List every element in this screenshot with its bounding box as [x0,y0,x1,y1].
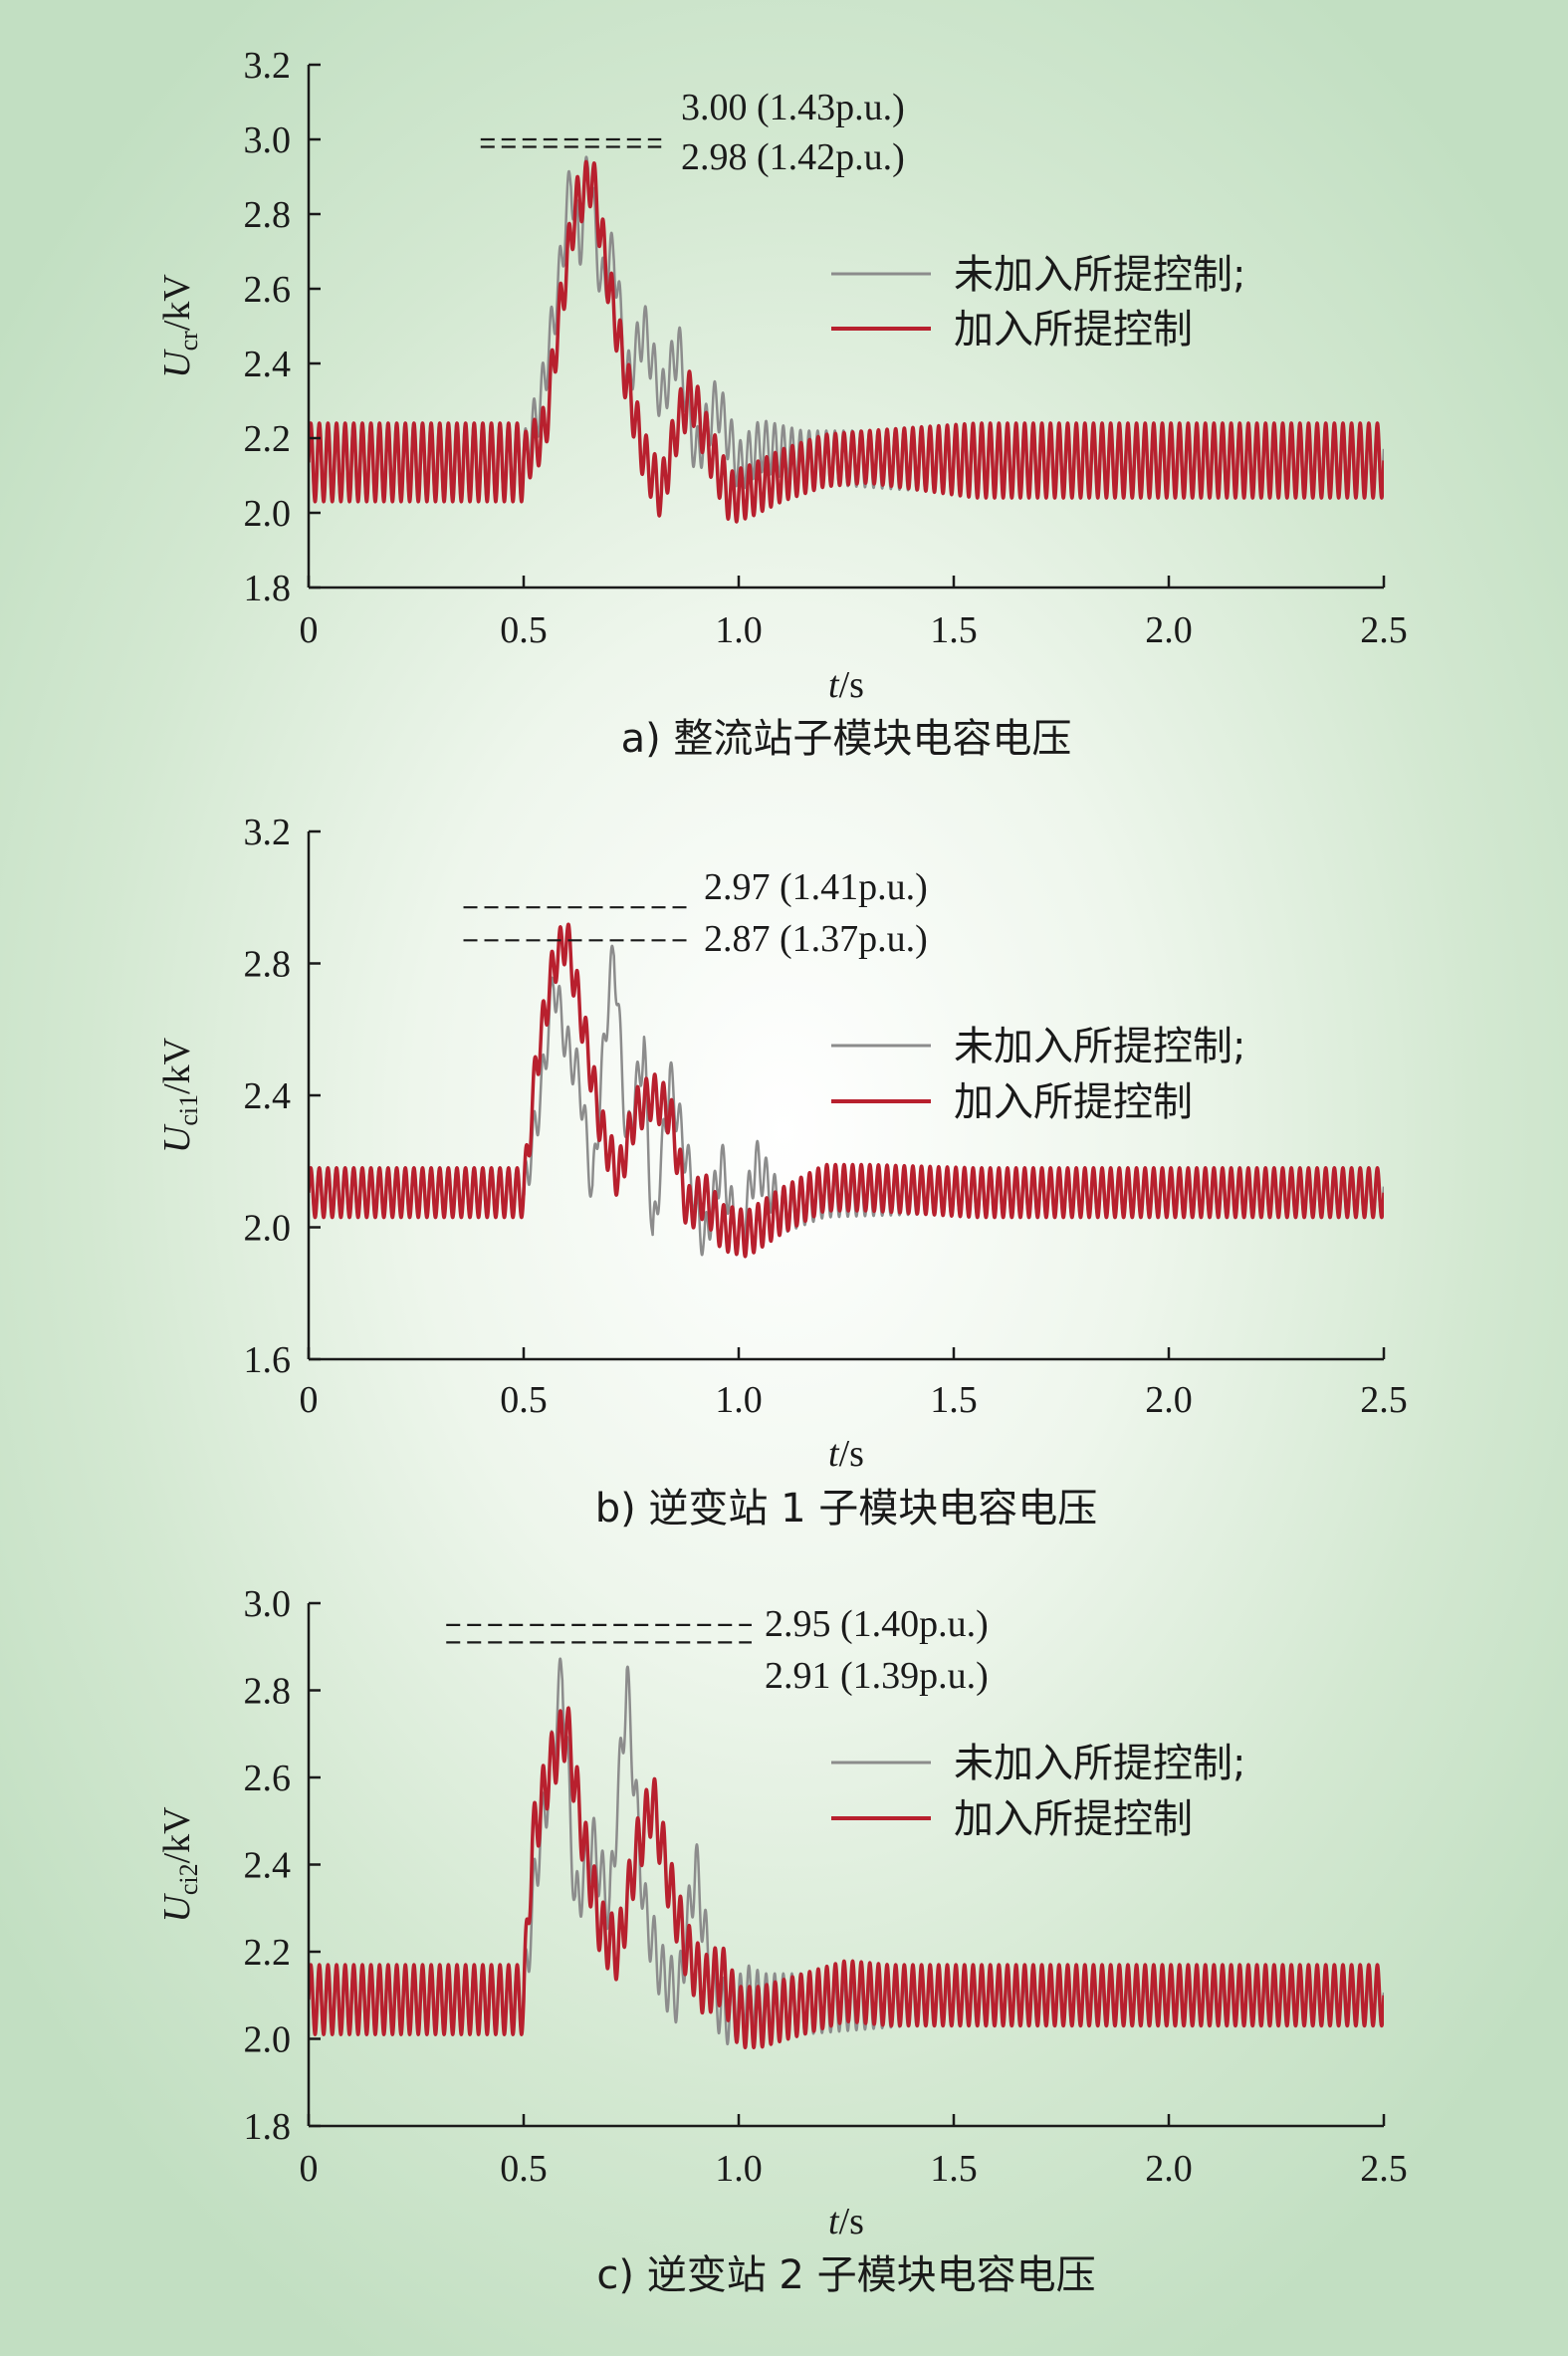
x-tick-label: 1.0 [715,1379,763,1421]
x-axis-label: t/s [828,664,864,706]
x-tick-label: 2.0 [1145,2148,1193,2190]
legend-label: 加入所提控制 [954,1796,1193,1842]
y-tick-label: 3.0 [244,119,292,161]
y-tick-label: 2.2 [244,418,292,460]
legend-label: 加入所提控制 [954,1079,1193,1125]
x-tick-label: 0 [300,2148,319,2190]
x-tick-label: 1.5 [930,609,978,651]
x-tick-label: 1.5 [930,1379,978,1421]
y-tick-label: 2.4 [244,344,292,385]
y-axis-label: Uci2/kV [156,1806,203,1923]
y-tick-label: 1.8 [244,2106,292,2148]
annotation-label: 2.97 (1.41p.u.) [704,866,928,908]
y-tick-label: 2.2 [244,1932,292,1974]
chart-panel-c: 1.8 2.0 2.2 2.4 2.6 2.8 3.0 0 0.5 1.0 1.5 2.0 2.5 Uci… [156,1583,1408,2298]
y-tick-label: 2.8 [244,944,292,986]
legend-label: 加入所提控制 [954,307,1193,353]
y-tick-label: 2.0 [244,1208,292,1250]
annotation-label: 2.95 (1.40p.u.) [765,1603,989,1645]
chart-panel-b: 1.6 2.0 2.4 2.8 3.2 0 0.5 1.0 1.5 2.0 2.5 Uci1/kV t/… [156,812,1408,1531]
x-axis-label: t/s [828,2201,864,2242]
panel-caption: b) 逆变站 1 子模块电容电压 [595,1486,1098,1531]
x-tick-label: 2.5 [1360,2148,1408,2190]
y-tick-label: 2.4 [244,1845,292,1887]
annotation-label: 3.00 (1.43p.u.) [681,87,905,128]
y-tick-label: 2.6 [244,269,292,311]
y-tick-label: 3.2 [244,45,292,87]
annotation-label: 2.91 (1.39p.u.) [765,1655,989,1697]
annotation-label: 2.98 (1.42p.u.) [681,136,905,178]
x-tick-label: 0.5 [500,1379,548,1421]
y-tick-label: 2.8 [244,194,292,236]
legend-label: 未加入所提控制; [954,1741,1245,1786]
x-tick-label: 2.5 [1360,609,1408,651]
y-tick-label: 1.6 [244,1339,292,1381]
x-tick-label: 2.0 [1145,1379,1193,1421]
x-axis-label: t/s [828,1433,864,1475]
legend-label: 未加入所提控制; [954,252,1245,298]
y-axis-label: Ucr/kV [156,274,203,378]
y-tick-label: 2.8 [244,1671,292,1713]
x-tick-label: 0.5 [500,2148,548,2190]
x-tick-label: 1.0 [715,2148,763,2190]
y-tick-label: 1.8 [244,568,292,609]
x-tick-label: 0 [300,609,319,651]
legend-label: 未加入所提控制; [954,1024,1245,1069]
x-tick-label: 0 [300,1379,319,1421]
chart-panel-a: 1.8 2.0 2.2 2.4 2.6 2.8 3.0 3.2 0 0.5 1.0 1.5 2.0 2.5… [156,45,1408,762]
x-tick-label: 0.5 [500,609,548,651]
x-tick-label: 2.5 [1360,1379,1408,1421]
y-tick-label: 3.2 [244,812,292,853]
y-tick-label: 2.6 [244,1758,292,1799]
panel-caption: a) 整流站子模块电容电压 [621,716,1072,762]
y-axis-label: Uci1/kV [156,1037,203,1153]
annotation-label: 2.87 (1.37p.u.) [704,918,928,960]
series-line-with-control [309,1706,1384,2049]
y-tick-label: 2.4 [244,1075,292,1117]
x-tick-label: 2.0 [1145,609,1193,651]
x-tick-label: 1.5 [930,2148,978,2190]
series-line-with-control [309,922,1384,1259]
y-tick-label: 2.0 [244,493,292,535]
y-tick-label: 3.0 [244,1583,292,1625]
x-tick-label: 1.0 [715,609,763,651]
y-tick-label: 2.0 [244,2019,292,2061]
series-line-with-control [309,159,1384,524]
panel-caption: c) 逆变站 2 子模块电容电压 [596,2252,1095,2298]
